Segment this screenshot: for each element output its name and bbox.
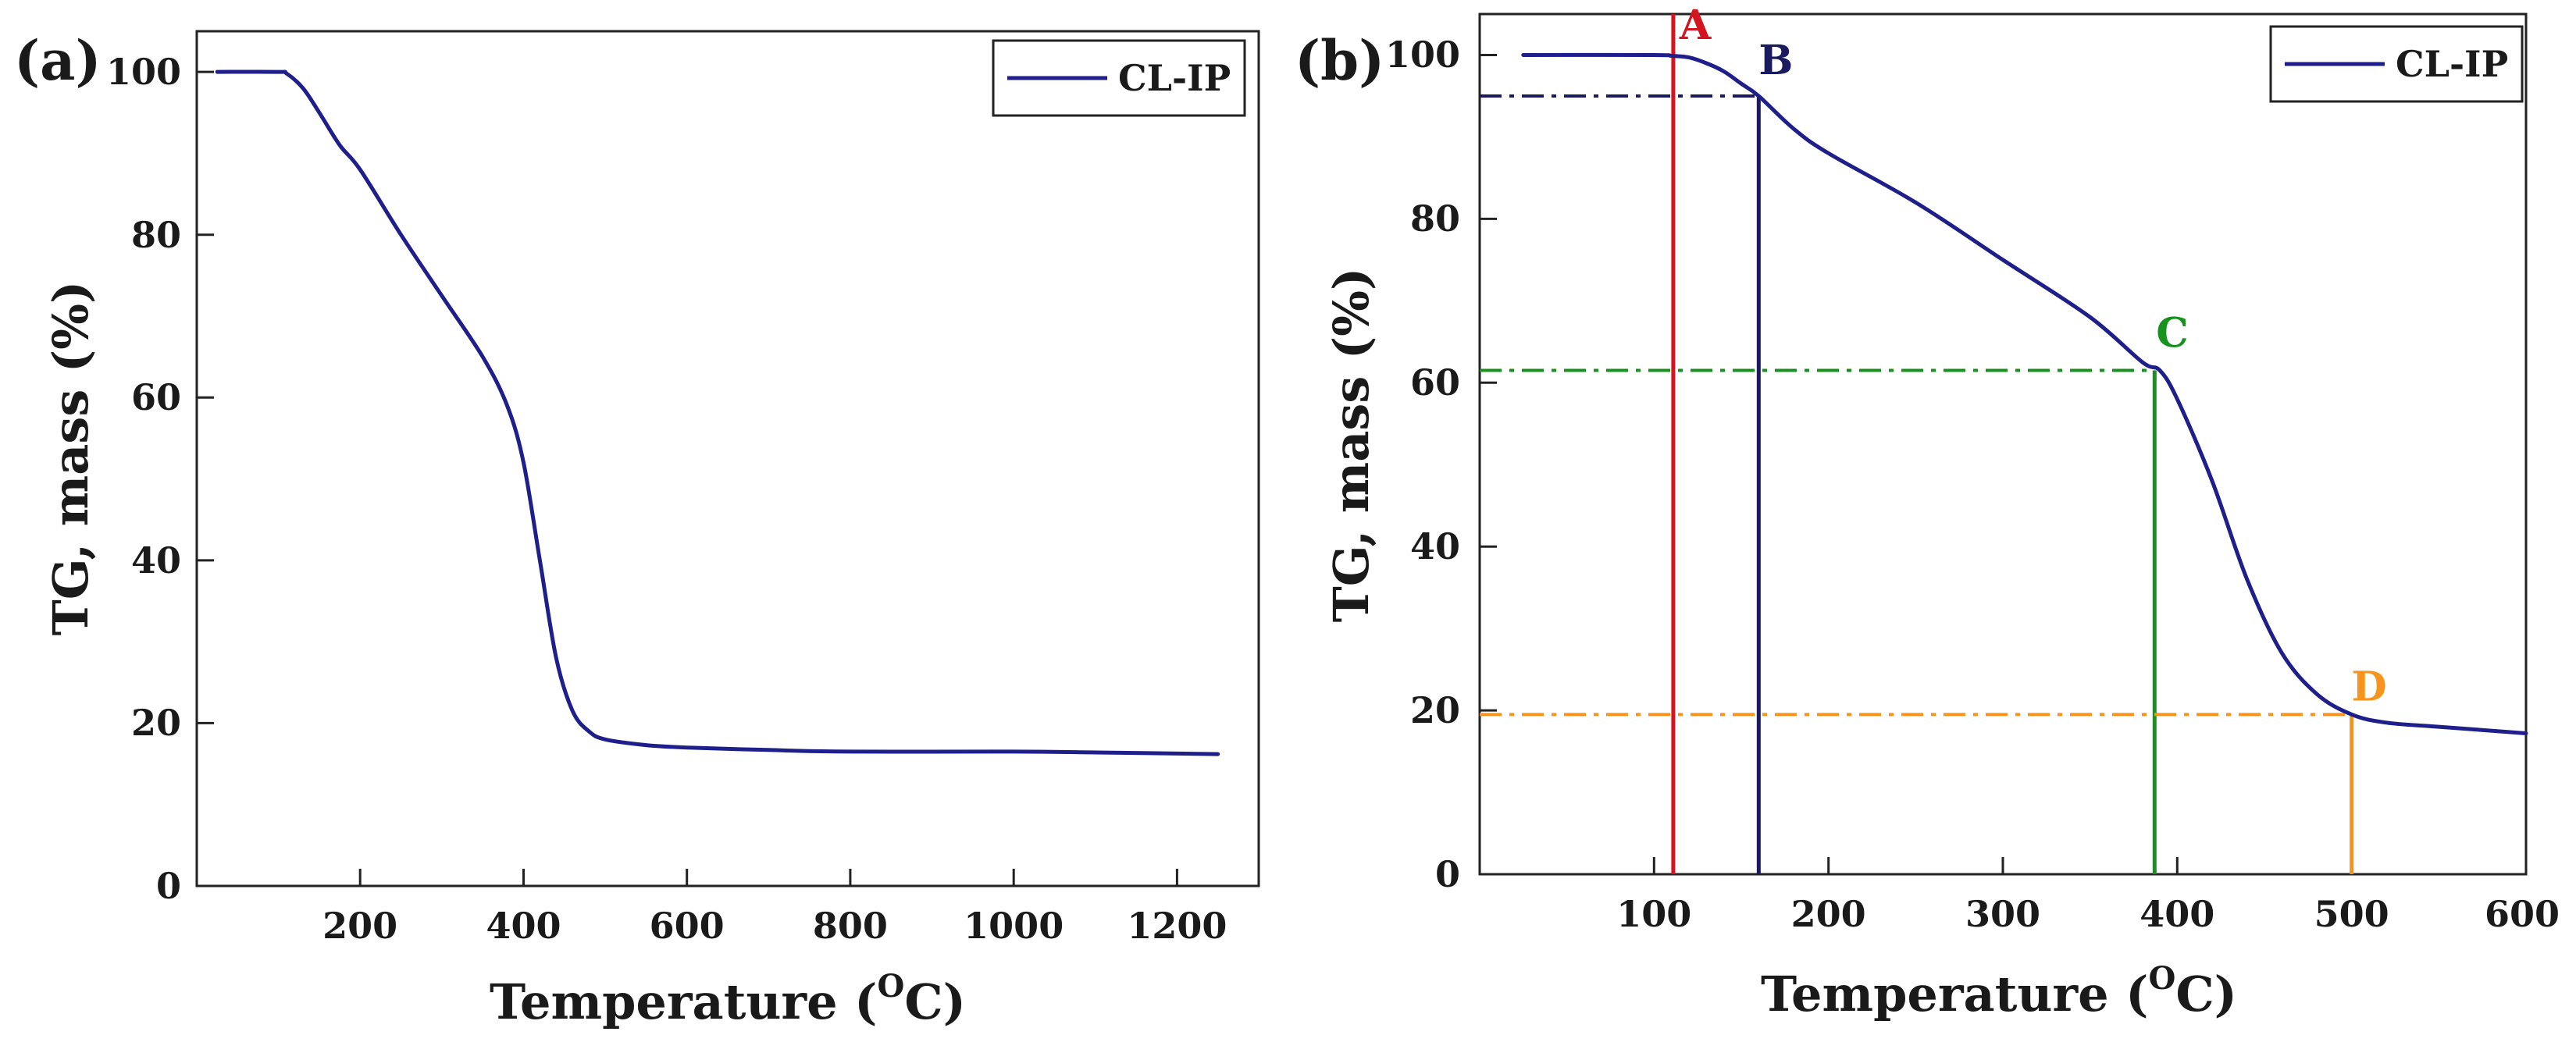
panel-b-x-axis-title: Temperature (OC) [1761, 960, 2237, 1023]
panel-b-label: (b) [1295, 28, 1384, 93]
panel-b-y-tick-label: 100 [1385, 34, 1460, 76]
panel-a-x-tick-labels: 200 400 600 800 1000 1200 [322, 905, 1227, 947]
panel-b-y-tick-label: 0 [1435, 853, 1460, 895]
panel-a-y-axis-title: TG, mass (%) [42, 281, 99, 636]
panel-a-legend: CL-IP [992, 39, 1246, 117]
panel-b-plot-frame [1478, 12, 2528, 876]
panel-a-y-tick-label: 100 [106, 51, 181, 93]
marker-d-label: D [2352, 663, 2387, 710]
panel-b-series-line-cl-ip [1521, 52, 2528, 735]
panel-a-y-tick-label: 40 [131, 539, 181, 582]
panel-b-x-tick-label: 100 [1616, 893, 1691, 935]
panel-a-plot-frame [195, 30, 1260, 887]
panel-b-legend-label: CL-IP [2396, 43, 2508, 85]
panel-a-x-tick-label: 400 [486, 905, 561, 947]
panel-b-y-tick-label: 80 [1410, 197, 1460, 240]
panel-a-x-tick-label: 1200 [1127, 905, 1227, 947]
marker-b-label: B [1758, 37, 1793, 84]
panel-b-x-tick-label: 400 [2140, 893, 2214, 935]
marker-c-label: C [2156, 310, 2188, 357]
panel-b-legend: CL-IP [2269, 25, 2524, 103]
panel-b-x-tick-labels: 100 200 300 400 500 600 [1616, 893, 2560, 935]
panel-b-y-tick-labels: 0 20 40 60 80 100 [1385, 34, 1460, 895]
panel-b-marker-guides [1480, 14, 2354, 874]
panel-a-x-tick-label: 200 [322, 905, 397, 947]
panel-a-y-tick-label: 80 [131, 214, 181, 256]
panel-a-x-axis-title-main: Temperature ( [490, 973, 877, 1030]
panel-a-y-ticks [197, 70, 214, 887]
panel-b-y-tick-label: 60 [1410, 361, 1460, 404]
panel-b-y-axis-title: TG, mass (%) [1323, 268, 1380, 623]
panel-b-x-tick-label: 200 [1791, 893, 1866, 935]
panel-a-y-tick-label: 0 [156, 865, 181, 907]
panel-b-y-ticks [1480, 54, 1497, 876]
panel-b-y-tick-label: 40 [1410, 525, 1460, 567]
panel-a-x-tick-label: 800 [813, 905, 888, 947]
panel-b-x-tick-label: 300 [1965, 893, 2040, 935]
panel-a-legend-label: CL-IP [1118, 57, 1231, 99]
panel-a-series-line-cl-ip [215, 69, 1220, 756]
panel-a-y-tick-label: 20 [131, 702, 181, 744]
panel-b-marker-labels: A B C D [1679, 2, 2387, 710]
panel-a-label: (a) [14, 28, 102, 93]
panel-a-x-axis-title-superscript: O [877, 968, 904, 1005]
panel-a-chart: (a) 0 20 40 60 80 100 200 [14, 28, 1260, 1030]
panel-b-chart: (b) 0 20 40 60 80 100 100 [1295, 2, 2560, 1023]
panel-a-x-axis-title-end: C) [904, 973, 966, 1030]
panel-b-x-axis-title-superscript: O [2148, 960, 2175, 997]
panel-a-y-tick-label: 60 [131, 376, 181, 418]
panel-b-x-axis-title-end: C) [2175, 966, 2237, 1023]
panel-a-x-axis-title: Temperature (OC) [490, 968, 966, 1030]
panel-b-y-tick-label: 20 [1410, 689, 1460, 731]
panel-a-x-tick-label: 600 [650, 905, 725, 947]
panel-b-x-ticks [1652, 857, 2528, 874]
panel-b-x-tick-label: 600 [2485, 893, 2560, 935]
panel-b-x-tick-label: 500 [2314, 893, 2389, 935]
panel-a-x-tick-label: 1000 [964, 905, 1064, 947]
panel-a-y-tick-labels: 0 20 40 60 80 100 [106, 51, 181, 907]
panel-b-x-axis-title-main: Temperature ( [1761, 966, 2148, 1023]
panel-a-x-ticks [358, 869, 1178, 886]
marker-a-label: A [1679, 2, 1712, 49]
